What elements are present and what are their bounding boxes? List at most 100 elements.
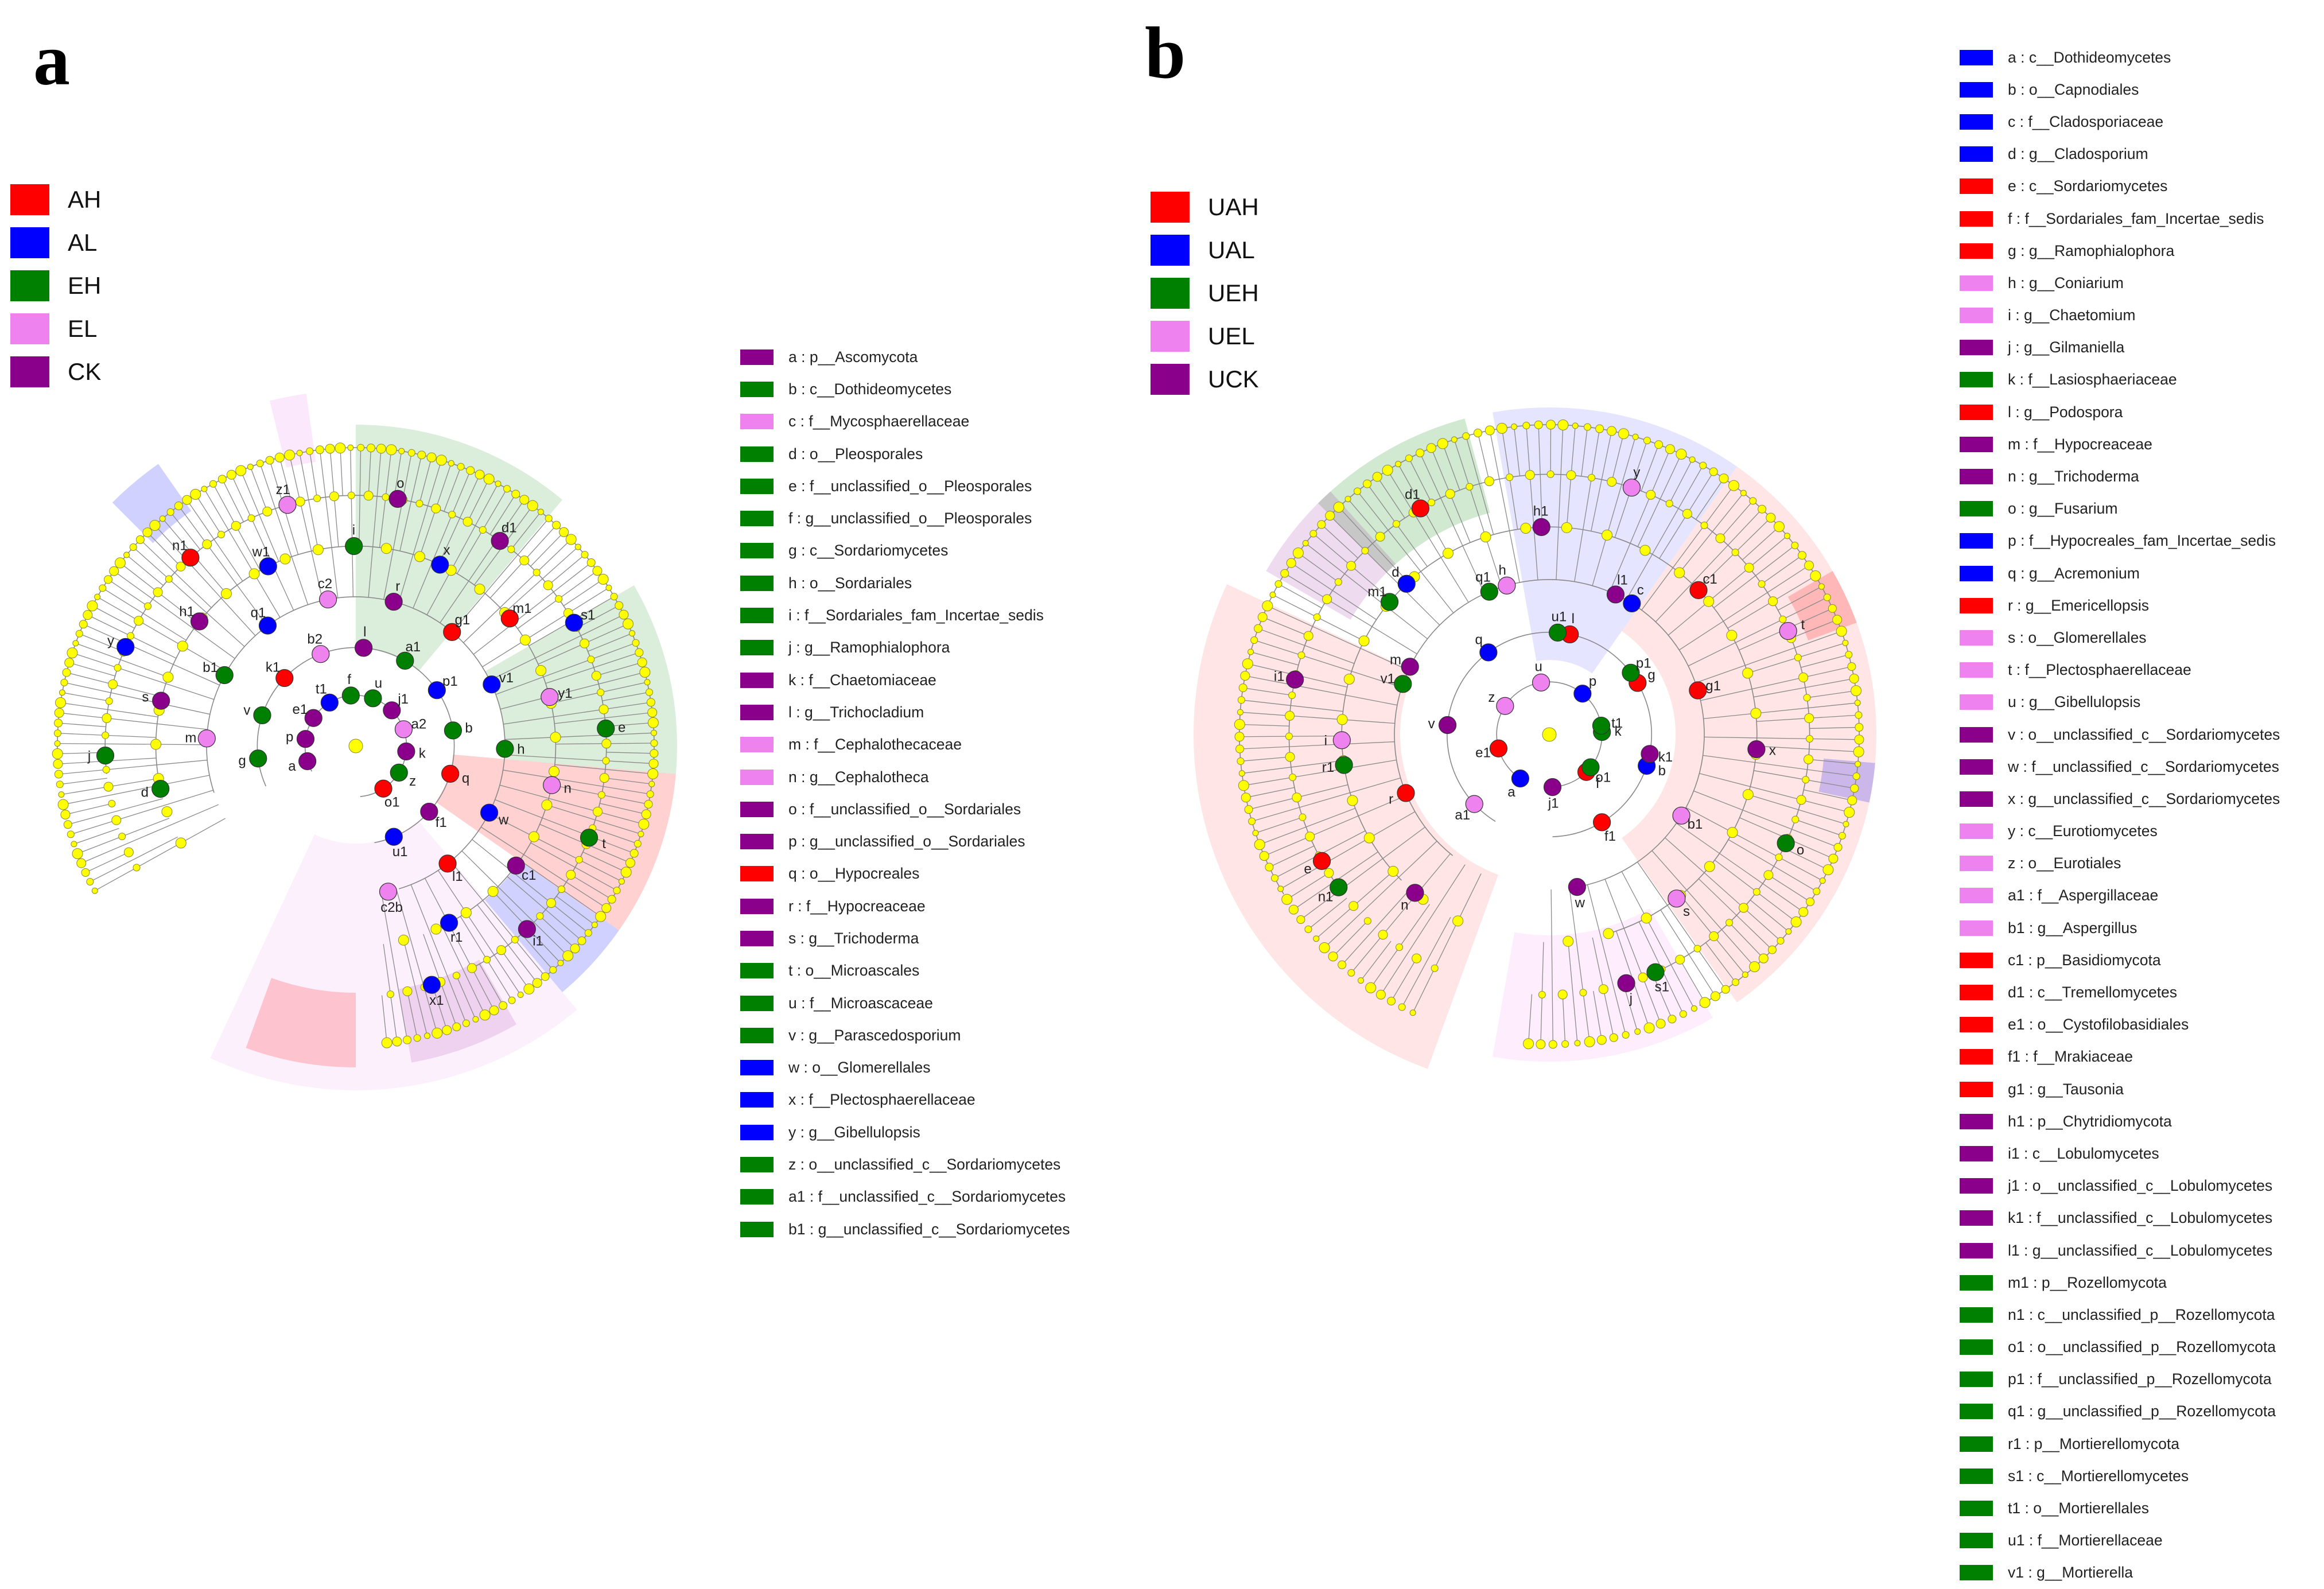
leaf-node bbox=[209, 480, 216, 487]
leaf-node bbox=[463, 1020, 469, 1027]
leaf-node bbox=[1453, 916, 1463, 926]
biomarker-label: h bbox=[517, 741, 524, 757]
taxon-legend-entry: m : f__Hypocreaceae bbox=[1960, 428, 2280, 460]
leaf-node bbox=[392, 1037, 402, 1046]
leaf-node bbox=[1744, 563, 1754, 572]
leaf-node bbox=[1843, 821, 1849, 827]
leaf-node bbox=[649, 781, 655, 787]
biomarker-dot bbox=[398, 743, 415, 760]
leaf-node bbox=[1253, 830, 1258, 836]
leaf-node bbox=[1242, 659, 1253, 669]
biomarker-label: m1 bbox=[1367, 584, 1386, 600]
leaf-node bbox=[124, 848, 133, 857]
taxon-legend-entry: p : g__unclassified_o__Sordariales bbox=[740, 825, 1070, 857]
leaf-node bbox=[1270, 592, 1276, 598]
leaf-node bbox=[1665, 445, 1674, 454]
taxon-legend-entry: y : g__Gibellulopsis bbox=[740, 1116, 1070, 1148]
biomarker-dot bbox=[1397, 784, 1414, 802]
biomarker-label: a2 bbox=[411, 717, 427, 732]
taxon-legend-entry: f1 : f__Mrakiaceae bbox=[1960, 1041, 2280, 1073]
leaf-node bbox=[357, 444, 364, 451]
leaf-node bbox=[648, 708, 657, 717]
biomarker-dot bbox=[1533, 674, 1550, 691]
leaf-node bbox=[484, 474, 494, 484]
leaf-node bbox=[1347, 561, 1356, 570]
biomarker-dot bbox=[299, 753, 316, 770]
leaf-node bbox=[1739, 903, 1748, 912]
leaf-node bbox=[1784, 533, 1790, 539]
leaf-node bbox=[1716, 534, 1725, 543]
leaf-node bbox=[1603, 928, 1614, 939]
biomarker-node: h bbox=[1498, 562, 1515, 594]
leaf-node bbox=[381, 543, 391, 554]
biomarker-label: e1 bbox=[293, 702, 308, 717]
biomarker-node: u bbox=[1533, 659, 1550, 691]
leaf-node bbox=[1682, 509, 1692, 518]
biomarker-label: p bbox=[1589, 674, 1596, 689]
group-legend-entry: AH bbox=[10, 178, 101, 221]
leaf-node bbox=[1485, 426, 1494, 435]
leaf-node bbox=[1843, 640, 1848, 646]
leaf-node bbox=[432, 1028, 442, 1038]
biomarker-label: x1 bbox=[429, 993, 444, 1008]
leaf-node bbox=[566, 870, 576, 879]
panel-a-label: a bbox=[33, 23, 70, 96]
leaf-node bbox=[87, 878, 94, 885]
leaf-node bbox=[316, 446, 324, 454]
legend-swatch bbox=[1960, 566, 1993, 581]
taxon-label: h : o__Sordariales bbox=[788, 574, 912, 592]
taxon-legend-entry: r : f__Hypocreaceae bbox=[740, 890, 1070, 922]
taxon-label: a : p__Ascomycota bbox=[788, 348, 918, 366]
legend-swatch bbox=[1960, 501, 1993, 516]
legend-swatch bbox=[1960, 727, 1993, 743]
legend-swatch bbox=[740, 640, 774, 655]
taxon-label: n1 : c__unclassified_p__Rozellomycota bbox=[2008, 1306, 2275, 1324]
taxon-legend-entry: u : g__Gibellulopsis bbox=[1960, 686, 2280, 718]
leaf-node bbox=[1328, 952, 1338, 961]
leaf-node bbox=[1239, 684, 1247, 692]
leaf-node bbox=[602, 739, 611, 748]
leaf-node bbox=[314, 495, 321, 502]
leaf-node bbox=[537, 912, 543, 919]
biomarker-label: f1 bbox=[1604, 829, 1616, 844]
biomarker-label: h bbox=[1498, 562, 1506, 578]
leaf-node bbox=[201, 486, 207, 492]
leaf-node bbox=[217, 531, 224, 538]
biomarker-label: b1 bbox=[203, 660, 218, 675]
biomarker-label: s1 bbox=[1655, 980, 1669, 995]
leaf-node bbox=[480, 1010, 490, 1020]
legend-swatch bbox=[1960, 694, 1993, 710]
taxon-label: u1 : f__Mortierellaceae bbox=[2008, 1532, 2163, 1549]
taxon-label: x : f__Plectosphaerellaceae bbox=[788, 1091, 976, 1109]
leaf-node bbox=[640, 667, 650, 677]
biomarker-dot bbox=[1533, 518, 1550, 535]
biomarker-label: d bbox=[1392, 565, 1399, 580]
taxon-legend-entry: u : f__Microascaceae bbox=[740, 987, 1070, 1019]
leaf-node bbox=[1853, 773, 1860, 780]
taxon-label: d : g__Cladosporium bbox=[2008, 145, 2148, 163]
leaf-node bbox=[1618, 429, 1629, 439]
legend-swatch bbox=[1960, 920, 1993, 936]
leaf-node bbox=[1271, 875, 1278, 881]
biomarker-label: r bbox=[395, 578, 400, 594]
leaf-node bbox=[1235, 732, 1244, 741]
leaf-node bbox=[1241, 671, 1250, 681]
leaf-node bbox=[1805, 714, 1814, 723]
biomarker-dot bbox=[1623, 479, 1640, 496]
leaf-node bbox=[508, 997, 515, 1004]
biomarker-node: x bbox=[1748, 741, 1776, 759]
leaf-node bbox=[520, 635, 530, 645]
taxon-label: h1 : p__Chytridiomycota bbox=[2008, 1113, 2172, 1130]
leaf-node bbox=[453, 1023, 461, 1031]
biomarker-dot bbox=[355, 639, 372, 656]
leaf-node bbox=[520, 556, 529, 565]
leaf-node bbox=[621, 867, 631, 877]
biomarker-dot bbox=[1748, 741, 1765, 758]
taxon-label: u : f__Microascaceae bbox=[788, 994, 933, 1012]
legend-swatch bbox=[1960, 1146, 1993, 1161]
biomarker-label: d1 bbox=[502, 520, 517, 536]
leaf-node bbox=[1588, 474, 1595, 481]
leaf-node bbox=[497, 946, 506, 955]
leaf-node bbox=[642, 810, 651, 819]
legend-swatch bbox=[1960, 1307, 1993, 1323]
